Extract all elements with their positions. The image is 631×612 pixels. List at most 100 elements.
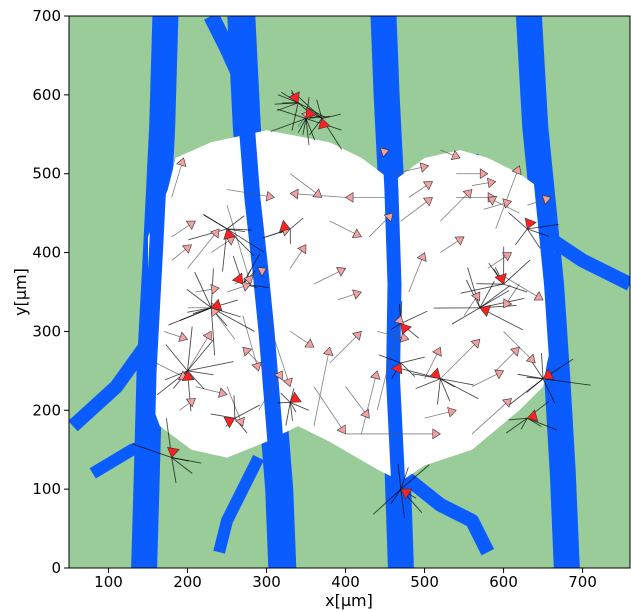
velocity-arrow-31	[304, 338, 315, 348]
cluster-trail-14-2	[400, 489, 405, 518]
x-axis-label: x[μm]	[325, 591, 373, 610]
cluster-trail-1-4	[277, 108, 307, 119]
cluster-trail-12-3	[505, 417, 528, 434]
velocity-arrow-6	[243, 274, 254, 285]
velocity-arrow-9	[470, 338, 481, 349]
cluster-arrow-6	[289, 391, 302, 403]
velocity-arrow-3	[282, 377, 293, 388]
velocity-arrow-10	[511, 165, 522, 176]
cluster-arrow-7	[400, 323, 412, 335]
cluster-trail-9-2	[465, 279, 481, 308]
cluster-trail-4-4	[188, 228, 228, 241]
y-axis-ticks: 0 100 200 300 400 500 600 700	[32, 7, 69, 577]
cluster-arrow-17	[223, 416, 236, 429]
cluster-trail-2-11	[168, 307, 212, 326]
trajectory-trail-24	[313, 386, 346, 435]
velocity-arrow-36	[352, 289, 362, 300]
cluster-trail-3-4	[187, 361, 234, 372]
cluster-trail-4-8	[226, 228, 246, 233]
cluster-trail-9-4	[451, 307, 481, 325]
cluster-trail-6-1	[285, 402, 291, 426]
cluster-trail-2-3	[186, 289, 212, 309]
velocity-arrow-29	[503, 298, 513, 309]
x-tick-label-2: 300	[252, 573, 281, 591]
cluster-trail-3-2	[187, 370, 205, 390]
vessel-in-wound-2	[376, 16, 408, 568]
x-tick-label-0: 100	[94, 573, 123, 591]
velocity-arrow-37	[416, 252, 427, 262]
velocity-arrow-35	[234, 416, 245, 427]
cluster-trail-6-3	[289, 402, 293, 421]
cluster-trail-8-2	[440, 378, 456, 388]
velocity-arrow-12	[525, 353, 536, 364]
cluster-trail-10-5	[460, 283, 504, 294]
trajectory-trail-1	[360, 370, 378, 435]
cluster-arrow-5	[231, 272, 244, 285]
cluster-trail-2-8	[194, 271, 212, 308]
cluster-trail-0-2	[277, 102, 299, 111]
vessel-segment-8	[396, 467, 495, 556]
velocity-arrow-52	[432, 428, 441, 440]
velocity-arrow-27	[209, 228, 220, 239]
cluster-trail-14-4	[372, 488, 402, 515]
flow-arrow-1	[419, 162, 430, 173]
velocity-arrow-5	[176, 157, 187, 168]
flow-arrow-9	[181, 244, 192, 254]
cluster-trail-15-1	[309, 118, 323, 136]
velocity-arrow-39	[432, 346, 442, 357]
velocity-arrow-13	[447, 406, 457, 418]
x-tick-label-5: 600	[489, 573, 518, 591]
velocity-arrow-40	[257, 267, 267, 277]
cluster-trail-2-2	[187, 307, 212, 313]
velocity-arrow-22	[501, 252, 512, 262]
cluster-trail-15-0	[321, 113, 341, 119]
cluster-trail-15-4	[316, 99, 323, 119]
x-tick-label-4: 500	[410, 573, 439, 591]
flow-arrow-5	[487, 177, 497, 189]
vessel-in-wound-3	[521, 16, 574, 568]
velocity-arrows	[167, 91, 555, 500]
cluster-trail-13-1	[171, 457, 193, 474]
y-tick-label-2: 200	[32, 401, 61, 419]
cluster-arrow-12	[526, 409, 539, 422]
velocity-arrow-50	[344, 191, 354, 203]
vessel-in-wound-0	[137, 16, 173, 568]
velocity-arrow-43	[297, 244, 307, 255]
velocity-arrow-2	[352, 331, 362, 341]
velocity-arrow-25	[422, 197, 433, 207]
velocity-arrow-48	[336, 267, 346, 277]
cluster-arrow-16	[390, 362, 403, 375]
cluster-trail-3-3	[187, 326, 193, 371]
flow-arrow-13	[541, 194, 552, 205]
velocity-arrow-4	[265, 190, 275, 202]
cluster-arrow-2	[210, 298, 223, 312]
cluster-arrow-19	[524, 217, 537, 230]
cluster-arrow-13	[167, 447, 180, 459]
velocity-arrow-47	[185, 220, 196, 230]
cluster-trail-14-0	[390, 488, 402, 505]
trajectory-trail-27	[187, 228, 220, 269]
cluster-trail-13-2	[171, 457, 177, 483]
velocity-arrow-18	[251, 361, 262, 372]
flow-arrow-12	[454, 236, 465, 246]
velocity-arrow-28	[462, 189, 473, 199]
cluster-trail-10-4	[503, 283, 528, 293]
cluster-arrow-9	[479, 304, 492, 318]
cluster-trail-1-7	[305, 118, 310, 146]
cluster-trail-8-4	[440, 378, 474, 386]
flow-arrow-3	[450, 149, 461, 160]
cluster-trail-1-2	[270, 118, 307, 132]
y-tick-label-0: 0	[51, 559, 61, 577]
cluster-trail-11-5	[541, 353, 544, 379]
cluster-trail-1-5	[302, 118, 307, 135]
trajectory-trail-18	[242, 315, 260, 371]
cluster-trail-19-1	[527, 223, 559, 230]
flow-arrow-8	[241, 281, 252, 292]
cluster-trail-3-6	[165, 344, 188, 372]
wound-region	[137, 16, 574, 568]
cluster-trail-11-1	[543, 378, 591, 386]
velocity-arrow-34	[202, 330, 212, 341]
cluster-trail-14-5	[400, 467, 409, 490]
cluster-trail-8-3	[439, 378, 451, 402]
